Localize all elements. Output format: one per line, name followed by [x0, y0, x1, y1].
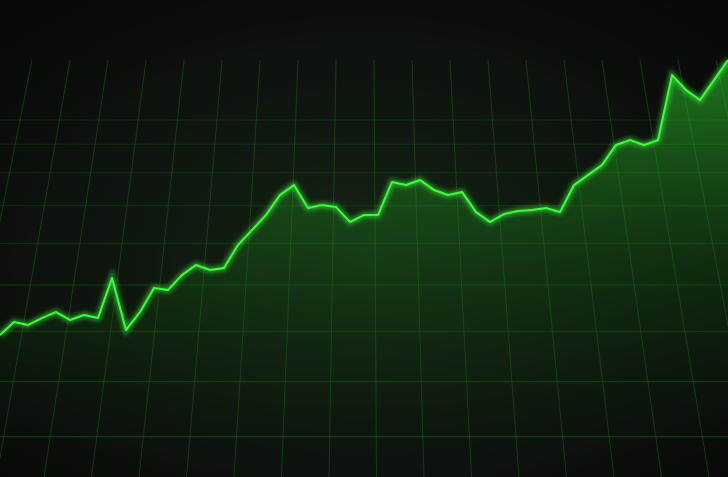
plot	[0, 58, 728, 477]
price-line	[0, 59, 728, 336]
glow-area	[0, 60, 728, 477]
grid-column	[0, 59, 33, 224]
